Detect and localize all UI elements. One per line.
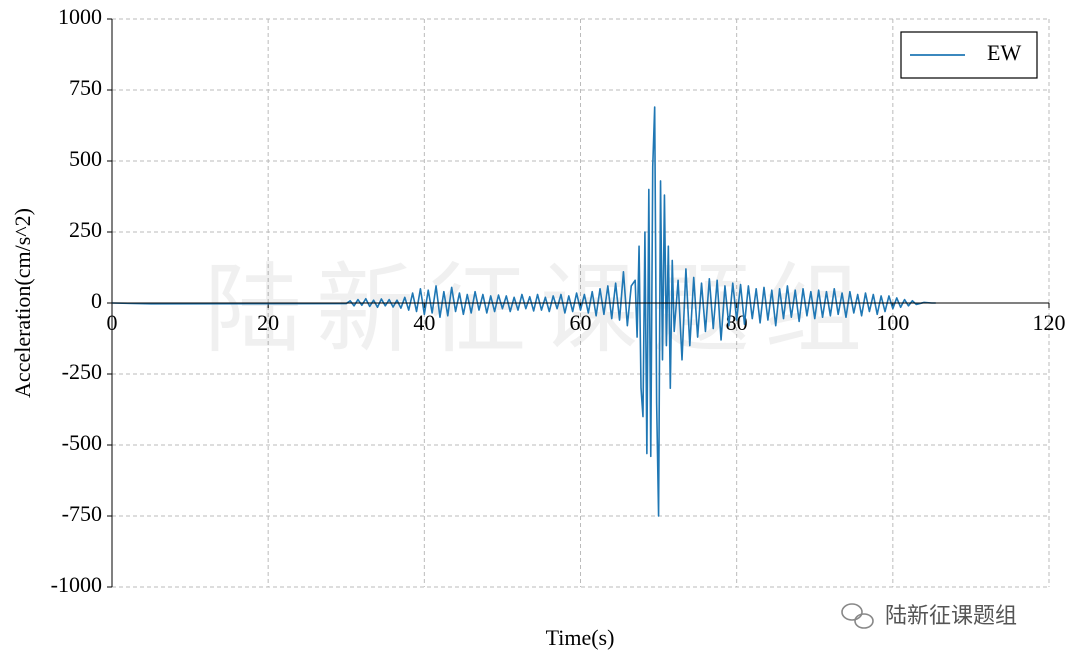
y-tick-label: 250	[69, 217, 102, 242]
legend-label: EW	[987, 40, 1021, 65]
source-mark: 陆新征课题组	[885, 604, 1017, 629]
y-tick-label: -750	[62, 501, 102, 526]
y-tick-label: 1000	[58, 4, 102, 29]
y-tick-label: 750	[69, 75, 102, 100]
x-tick-label: 40	[413, 310, 435, 335]
y-tick-label: -250	[62, 359, 102, 384]
watermark: 陆新征课题组	[204, 253, 876, 367]
y-tick-label: 0	[91, 288, 102, 313]
y-tick-label: 500	[69, 146, 102, 171]
x-tick-label: 60	[570, 310, 592, 335]
x-tick-label: 100	[876, 310, 909, 335]
wechat-icon	[841, 603, 874, 629]
y-tick-label: -1000	[51, 572, 102, 597]
x-tick-label: 80	[726, 310, 748, 335]
y-axis-label: Acceleration(cm/s^2)	[10, 208, 35, 398]
x-tick-label: 20	[257, 310, 279, 335]
y-tick-label: -500	[62, 430, 102, 455]
x-tick-label: 120	[1033, 310, 1066, 335]
x-axis-label: Time(s)	[546, 625, 615, 650]
data-line	[111, 106, 936, 517]
